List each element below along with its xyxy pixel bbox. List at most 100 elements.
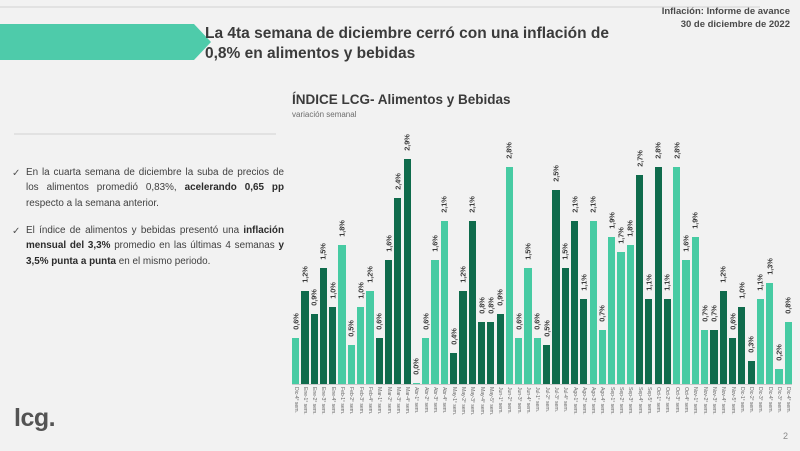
bar[interactable] (384, 260, 393, 384)
bar-slot[interactable]: 1,0% (328, 144, 337, 384)
bar-slot[interactable]: 1,6% (682, 144, 691, 384)
bar[interactable] (459, 291, 467, 384)
bar-slot[interactable]: 2,8% (672, 143, 681, 384)
bar-slot[interactable]: 0,9% (310, 144, 319, 384)
bar-slot[interactable]: 1,5% (319, 144, 328, 384)
bar-slot[interactable]: 0,0% (412, 144, 421, 384)
bar[interactable] (766, 283, 774, 384)
bar[interactable] (515, 337, 523, 384)
bar[interactable] (487, 322, 495, 384)
bar-slot[interactable]: 1,8% (338, 144, 347, 384)
bar[interactable] (310, 314, 318, 384)
bar[interactable] (682, 260, 690, 384)
bar-slot[interactable]: 0,3% (747, 144, 756, 384)
bar-slot[interactable]: 0,8% (477, 144, 486, 384)
bar[interactable] (673, 167, 681, 384)
bar-slot[interactable]: 2,1% (570, 144, 579, 384)
bar[interactable] (422, 337, 430, 384)
bar-slot[interactable]: 0,2% (775, 144, 784, 384)
bar[interactable] (533, 337, 541, 384)
bar-slot[interactable]: 1,1% (756, 144, 765, 384)
bar-slot[interactable]: 1,1% (579, 144, 588, 384)
bar[interactable] (719, 291, 727, 384)
bar-slot[interactable]: 0,8% (784, 144, 793, 384)
bar-slot[interactable]: 1,1% (663, 144, 672, 384)
bar-slot[interactable]: 0,5% (347, 144, 356, 384)
bar[interactable] (654, 167, 662, 384)
bar-slot[interactable]: 1,9% (607, 144, 616, 384)
bar-slot[interactable]: 2,8% (505, 143, 514, 384)
bar-slot[interactable]: 0,7% (700, 144, 709, 384)
bar-slot[interactable]: 0,6% (291, 144, 300, 384)
bar[interactable] (347, 345, 355, 384)
bar[interactable] (505, 167, 514, 384)
bar[interactable] (756, 298, 765, 384)
bar[interactable] (319, 267, 328, 384)
bar[interactable] (747, 360, 755, 384)
bar-slot[interactable]: 1,5% (524, 144, 533, 384)
bar[interactable] (710, 329, 718, 384)
bar-slot[interactable]: 2,1% (589, 144, 598, 384)
bar-slot[interactable]: 0,8% (486, 144, 495, 384)
bar-slot[interactable]: 1,2% (300, 144, 309, 384)
bar-slot[interactable]: 1,9% (691, 144, 700, 384)
bar-slot[interactable]: 0,6% (514, 144, 523, 384)
bar[interactable] (357, 306, 365, 384)
bar[interactable] (431, 260, 439, 384)
bar[interactable] (450, 353, 458, 384)
bar-slot[interactable]: 0,6% (375, 144, 384, 384)
bar-slot[interactable]: 2,1% (468, 144, 477, 384)
bar[interactable] (570, 221, 579, 384)
bar[interactable] (561, 267, 569, 384)
bar[interactable] (468, 221, 476, 384)
bar-slot[interactable]: 2,1% (440, 144, 449, 384)
bar-slot[interactable]: 0,5% (542, 144, 551, 384)
bar-slot[interactable]: 0,6% (728, 144, 737, 384)
bar[interactable] (598, 329, 606, 384)
bar[interactable] (301, 291, 309, 384)
bar-slot[interactable]: 0,6% (533, 144, 542, 384)
bar[interactable] (329, 306, 337, 384)
bar-slot[interactable]: 1,3% (765, 144, 774, 384)
bar[interactable] (691, 236, 699, 384)
bar[interactable] (635, 174, 644, 384)
bar[interactable] (608, 236, 616, 384)
bar[interactable] (292, 337, 300, 384)
bar[interactable] (440, 221, 448, 384)
bar[interactable] (338, 244, 346, 384)
bar-slot[interactable]: 0,6% (421, 144, 430, 384)
bar[interactable] (626, 244, 634, 384)
bar[interactable] (784, 322, 792, 384)
bar-slot[interactable]: 0,9% (496, 144, 505, 384)
bar[interactable] (477, 322, 486, 384)
bar-slot[interactable]: 1,2% (365, 144, 374, 384)
bar[interactable] (543, 345, 551, 384)
bar[interactable] (552, 190, 560, 384)
bar[interactable] (524, 267, 532, 384)
bar-slot[interactable]: 0,4% (449, 144, 458, 384)
bar-slot[interactable]: 1,6% (384, 144, 393, 384)
bar[interactable] (589, 221, 597, 384)
bar-slot[interactable]: 2,5% (551, 144, 560, 384)
bar-slot[interactable]: 1,7% (616, 144, 625, 384)
bar-slot[interactable]: 1,6% (431, 144, 440, 384)
bar-slot[interactable]: 1,1% (644, 144, 653, 384)
bar[interactable] (738, 306, 746, 384)
bar-slot[interactable]: 1,5% (561, 144, 570, 384)
bar-slot[interactable]: 2,4% (393, 144, 402, 384)
bar[interactable] (394, 198, 402, 384)
bar[interactable] (645, 298, 653, 384)
bar-slot[interactable]: 1,0% (356, 144, 365, 384)
bar[interactable] (403, 159, 411, 384)
bar[interactable] (617, 252, 625, 384)
bar[interactable] (663, 298, 672, 384)
bar-slot[interactable]: 1,8% (626, 144, 635, 384)
bar[interactable] (375, 337, 383, 384)
bar[interactable] (775, 368, 783, 384)
bar-slot[interactable]: 1,2% (719, 144, 728, 384)
bar[interactable] (580, 298, 588, 384)
bar-slot[interactable]: 2,8% (654, 143, 663, 384)
bar-slot[interactable]: 1,2% (458, 144, 467, 384)
bar[interactable] (496, 314, 504, 384)
bar-slot[interactable]: 2,7% (635, 144, 644, 384)
